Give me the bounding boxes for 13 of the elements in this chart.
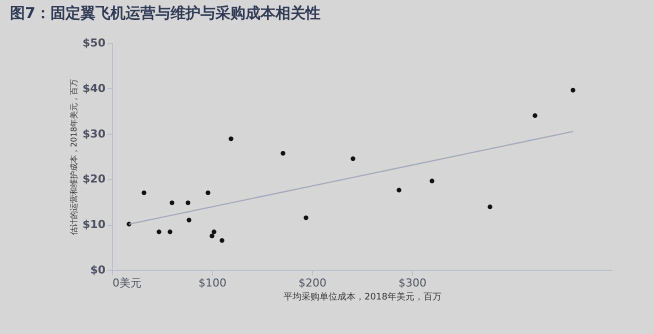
x-tick-label: $300 (398, 276, 426, 290)
y-tick-label: $50 (82, 36, 106, 50)
x-axis-title: 平均采购单位成本，2018年美元，百万 (284, 292, 442, 302)
y-tick-label: $30 (82, 127, 106, 140)
x-tick-label: $200 (298, 276, 326, 290)
y-tick-label: $10 (82, 218, 106, 232)
x-tick-label: 0美元 (112, 276, 142, 290)
y-tick-label: $40 (82, 82, 106, 95)
y-tick-label: $20 (82, 172, 106, 186)
y-tick-label: $0 (90, 264, 106, 276)
x-tick-label: $100 (198, 276, 226, 290)
chart-title: 图7：固定翼飞机运营与维护与采购成本相关性 (10, 4, 320, 22)
y-axis-title: 估计的运营和维护成本，2018年美元，百万 (70, 78, 79, 236)
